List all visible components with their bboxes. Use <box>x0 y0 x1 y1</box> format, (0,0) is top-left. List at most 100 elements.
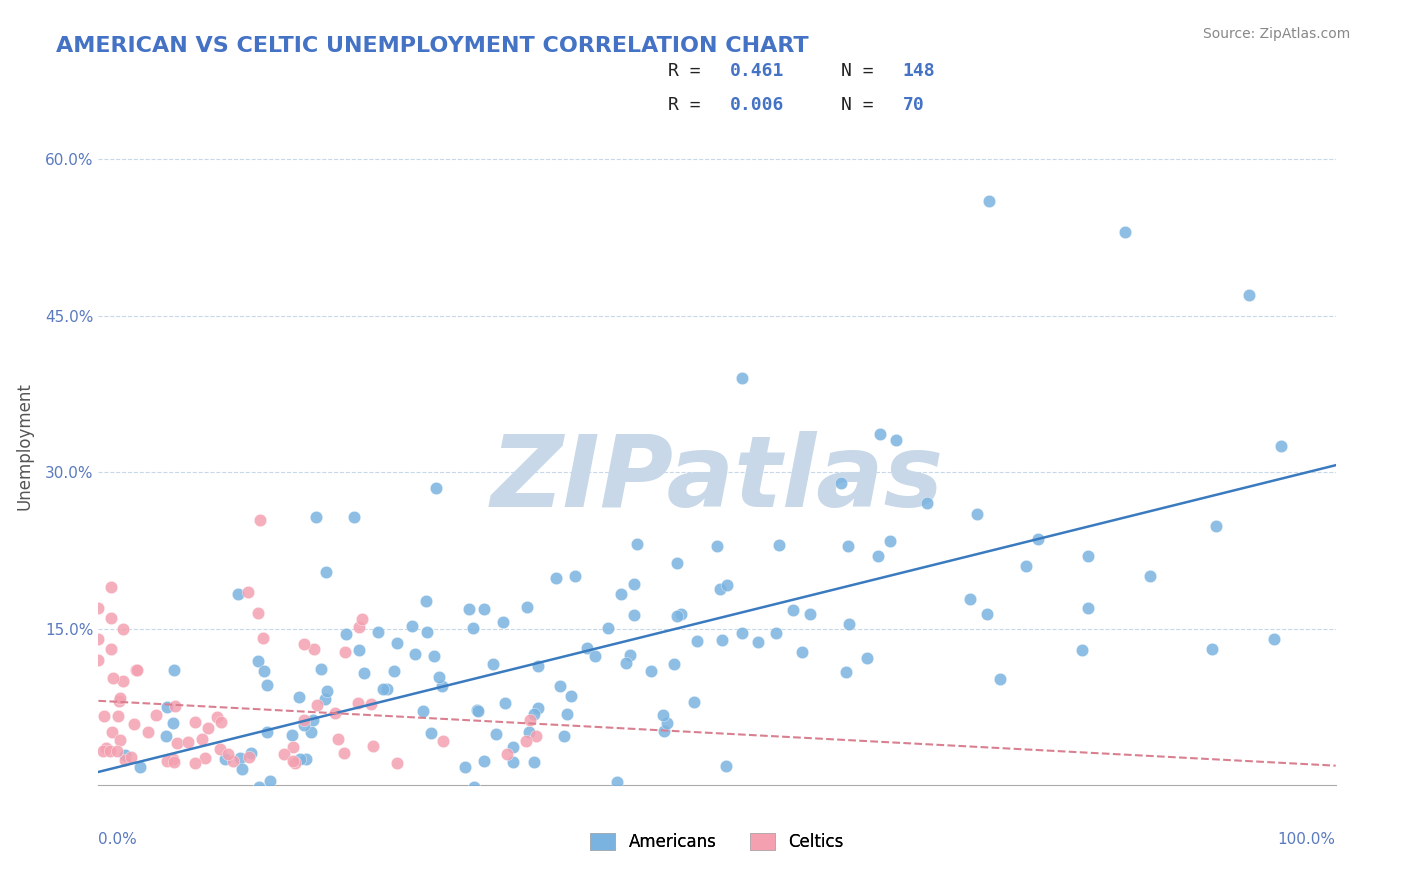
Text: 70: 70 <box>903 95 924 114</box>
Americans <box>917 496 939 510</box>
Americans <box>747 635 769 649</box>
Americans <box>866 549 889 563</box>
Celtics <box>101 672 124 686</box>
Americans <box>523 707 546 722</box>
Americans <box>314 692 336 706</box>
Americans <box>415 594 437 608</box>
Americans <box>834 665 856 680</box>
Americans <box>652 724 675 739</box>
Americans <box>259 774 281 789</box>
Americans <box>979 194 1001 208</box>
Celtics <box>281 754 304 768</box>
Celtics <box>323 706 346 720</box>
Americans <box>125 798 148 813</box>
Celtics <box>156 754 179 768</box>
Americans <box>1114 225 1136 239</box>
Celtics <box>105 744 128 758</box>
Celtics <box>352 612 374 626</box>
Americans <box>686 633 709 648</box>
Celtics <box>222 754 245 768</box>
Celtics <box>194 751 217 765</box>
Americans <box>492 615 515 629</box>
Celtics <box>361 739 384 754</box>
Americans <box>706 539 728 553</box>
Americans <box>412 704 434 718</box>
Text: ZIPatlas: ZIPatlas <box>491 432 943 528</box>
Americans <box>557 706 579 721</box>
Americans <box>239 746 262 760</box>
Americans <box>247 780 270 794</box>
Celtics <box>100 611 122 625</box>
Celtics <box>124 716 146 731</box>
Americans <box>472 755 495 769</box>
Americans <box>481 657 503 671</box>
Celtics <box>205 709 228 723</box>
Celtics <box>166 736 188 750</box>
Celtics <box>87 600 110 615</box>
Celtics <box>208 742 231 756</box>
Americans <box>290 752 312 766</box>
Celtics <box>247 606 270 620</box>
Americans <box>1077 549 1099 563</box>
Celtics <box>333 645 356 659</box>
Americans <box>879 533 901 548</box>
Americans <box>869 427 891 442</box>
Americans <box>229 751 252 765</box>
Celtics <box>332 746 354 760</box>
Americans <box>610 587 633 601</box>
Americans <box>335 626 357 640</box>
Celtics <box>515 734 537 748</box>
Americans <box>404 647 426 661</box>
Americans <box>256 678 278 692</box>
Celtics <box>165 699 187 714</box>
Americans <box>315 683 337 698</box>
Americans <box>155 729 177 743</box>
Celtics <box>107 708 129 723</box>
Celtics <box>108 694 131 708</box>
Americans <box>640 664 662 678</box>
Americans <box>856 651 879 665</box>
Americans <box>553 729 575 743</box>
Americans <box>768 538 790 552</box>
Americans <box>665 609 688 624</box>
Celtics <box>183 756 205 770</box>
Americans <box>163 663 186 677</box>
Americans <box>731 626 754 640</box>
Celtics <box>162 752 184 766</box>
Americans <box>314 798 336 813</box>
Americans <box>527 700 550 714</box>
Celtics <box>108 691 131 706</box>
Text: 100.0%: 100.0% <box>1278 832 1336 847</box>
Americans <box>623 577 645 591</box>
Celtics <box>124 663 146 677</box>
Celtics <box>112 622 135 636</box>
Americans <box>281 798 304 813</box>
Americans <box>288 690 311 705</box>
Americans <box>1237 287 1260 301</box>
Celtics <box>87 632 110 646</box>
Americans <box>560 689 582 703</box>
Americans <box>425 481 447 495</box>
Celtics <box>292 713 315 727</box>
Americans <box>375 681 398 696</box>
Americans <box>281 728 304 742</box>
Americans <box>319 798 342 813</box>
Americans <box>516 599 538 614</box>
Celtics <box>100 642 122 657</box>
Americans <box>959 592 981 607</box>
Celtics <box>284 756 307 771</box>
Americans <box>294 718 316 732</box>
Americans <box>347 643 370 657</box>
Americans <box>662 657 685 672</box>
Text: Source: ZipAtlas.com: Source: ZipAtlas.com <box>1202 27 1350 41</box>
Americans <box>714 759 737 773</box>
Americans <box>315 565 337 579</box>
Americans <box>548 679 571 693</box>
Americans <box>318 789 340 803</box>
Celtics <box>495 747 517 761</box>
Americans <box>162 715 184 730</box>
Americans <box>1205 519 1227 533</box>
Americans <box>651 708 673 723</box>
Americans <box>420 725 443 739</box>
Text: N =: N = <box>841 95 884 114</box>
